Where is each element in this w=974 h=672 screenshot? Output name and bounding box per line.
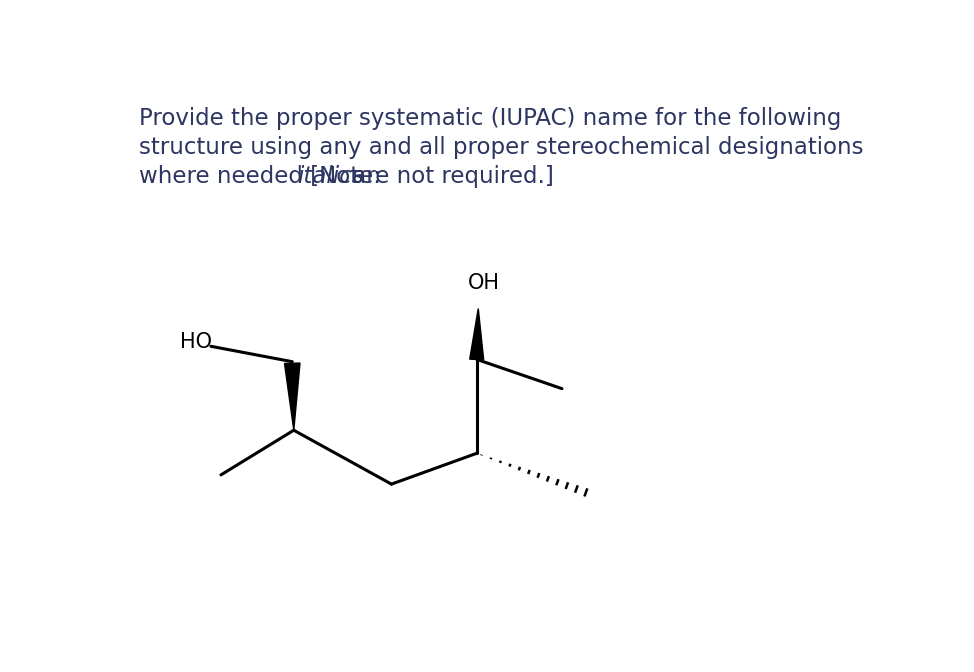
Polygon shape bbox=[284, 363, 300, 430]
Text: OH: OH bbox=[468, 273, 501, 293]
Text: where needed [Note:: where needed [Note: bbox=[139, 165, 388, 188]
Text: Provide the proper systematic (IUPAC) name for the following: Provide the proper systematic (IUPAC) na… bbox=[139, 107, 842, 130]
Text: are not required.]: are not required.] bbox=[345, 165, 554, 188]
Text: structure using any and all proper stereochemical designations: structure using any and all proper stere… bbox=[139, 136, 863, 159]
Text: HO: HO bbox=[180, 333, 212, 352]
Polygon shape bbox=[469, 308, 484, 360]
Text: italics: italics bbox=[297, 165, 363, 188]
